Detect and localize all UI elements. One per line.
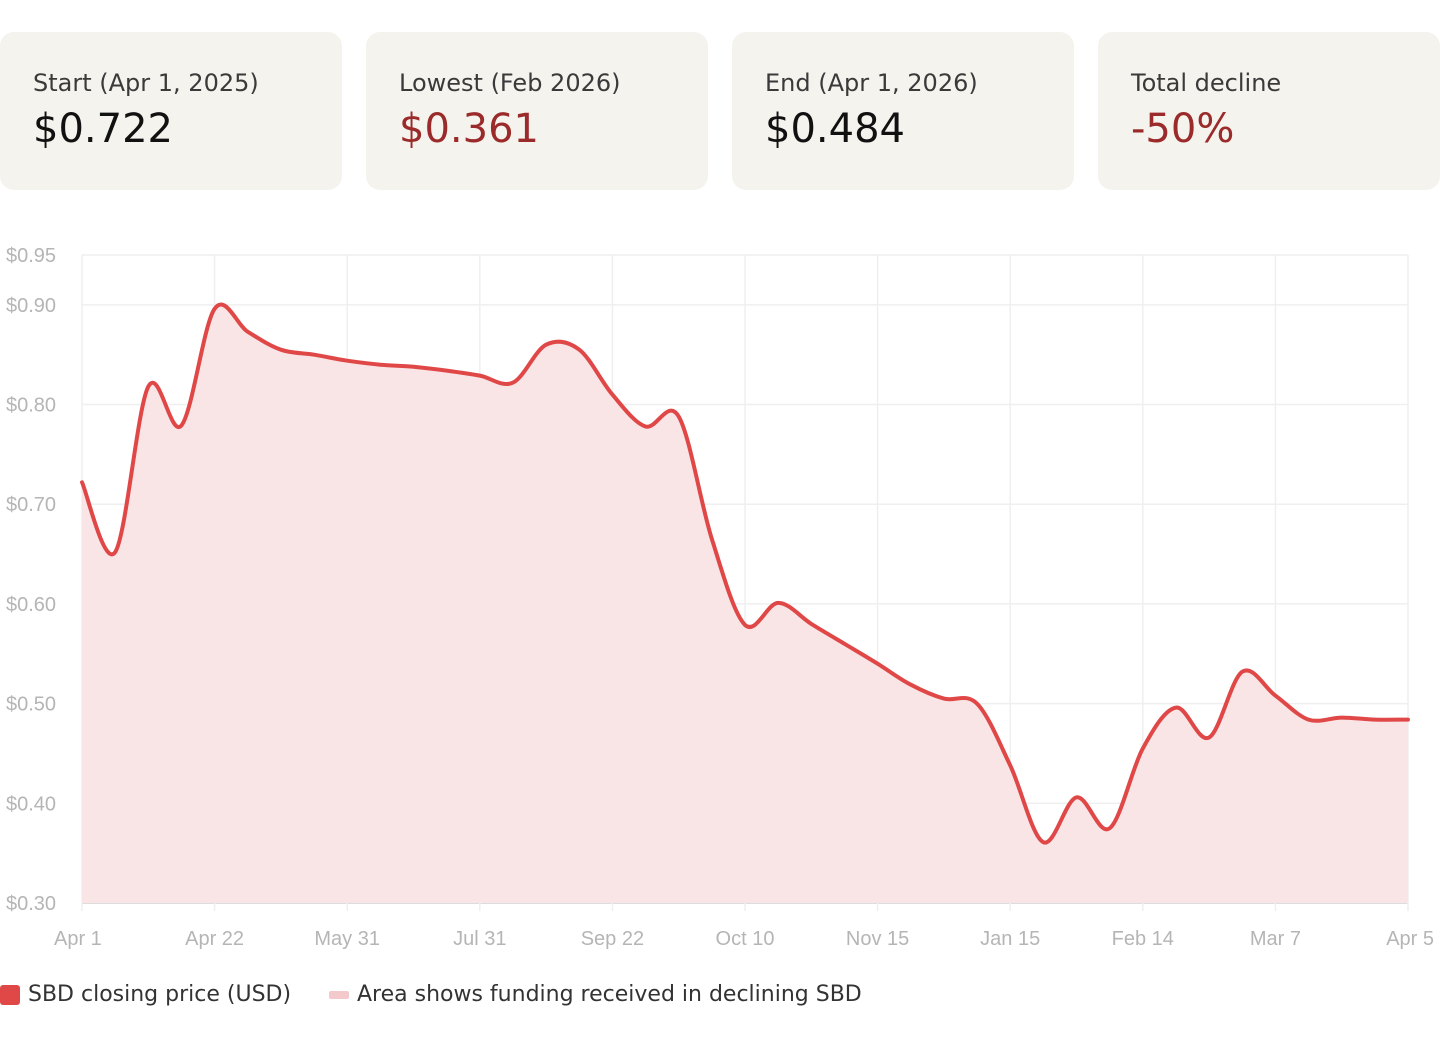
x-axis-labels: Apr 1 Apr 22 May 31 Jul 31 Sep 22 Oct 10 Nov 1… xyxy=(54,928,1434,950)
x-tick-label: Nov 15 xyxy=(846,928,909,950)
stat-label: Total decline xyxy=(1131,69,1282,97)
stat-label: End (Apr 1, 2026) xyxy=(765,69,978,97)
x-tick-label: Mar 7 xyxy=(1250,928,1301,950)
legend-item-area: Area shows funding received in declining… xyxy=(329,982,862,1007)
stat-cards: Start (Apr 1, 2025) $0.722 Lowest (Feb 2… xyxy=(0,32,1440,190)
y-tick-label: $0.80 xyxy=(6,395,56,417)
y-tick-label: $0.60 xyxy=(6,594,56,616)
y-tick-label: $0.40 xyxy=(6,793,56,815)
x-tick-label: May 31 xyxy=(314,928,380,950)
x-tick-label: Jan 15 xyxy=(980,928,1040,950)
legend-swatch-area xyxy=(329,990,349,999)
stat-label: Start (Apr 1, 2025) xyxy=(33,69,259,97)
x-tick-label: Feb 14 xyxy=(1112,928,1174,950)
price-line xyxy=(80,302,1410,845)
x-tick-label: Jul 31 xyxy=(453,928,506,950)
stat-value: $0.484 xyxy=(765,106,905,152)
stat-label: Lowest (Feb 2026) xyxy=(399,69,621,97)
legend-label: Area shows funding received in declining… xyxy=(357,982,862,1007)
legend-swatch-price xyxy=(0,984,20,1005)
stat-card-lowest: Lowest (Feb 2026) $0.361 xyxy=(366,32,708,190)
stat-card-start: Start (Apr 1, 2025) $0.722 xyxy=(0,32,342,190)
y-tick-label: $0.90 xyxy=(6,295,56,317)
x-tick-label: Apr 22 xyxy=(185,928,244,950)
y-tick-label: $0.50 xyxy=(6,694,56,716)
stat-card-end: End (Apr 1, 2026) $0.484 xyxy=(732,32,1074,190)
y-tick-label: $0.30 xyxy=(6,893,56,915)
x-tick-label: Apr 5 xyxy=(1386,928,1434,950)
stat-value: -50% xyxy=(1131,106,1235,152)
legend-label: SBD closing price (USD) xyxy=(28,982,292,1007)
x-tick-label: Sep 22 xyxy=(581,928,644,950)
chart-legend: SBD closing price (USD) Area shows fundi… xyxy=(0,982,1440,1014)
x-tick-label: Oct 10 xyxy=(716,928,775,950)
price-chart: $0.30 $0.40 $0.50 $0.60 $0.70 $0.80 $0.90 $0.95… xyxy=(6,245,1434,950)
stat-card-total-decline: Total decline -50% xyxy=(1098,32,1440,190)
x-tick-label: Apr 1 xyxy=(54,928,102,950)
y-tick-label: $0.70 xyxy=(6,494,56,516)
y-tick-label: $0.95 xyxy=(6,245,56,267)
stat-value: $0.722 xyxy=(33,106,173,152)
price-area xyxy=(82,304,1408,903)
legend-item-price: SBD closing price (USD) xyxy=(0,982,291,1007)
y-axis-labels: $0.30 $0.40 $0.50 $0.60 $0.70 $0.80 $0.90 $0.95 xyxy=(6,245,56,915)
stat-value: $0.361 xyxy=(399,106,539,152)
